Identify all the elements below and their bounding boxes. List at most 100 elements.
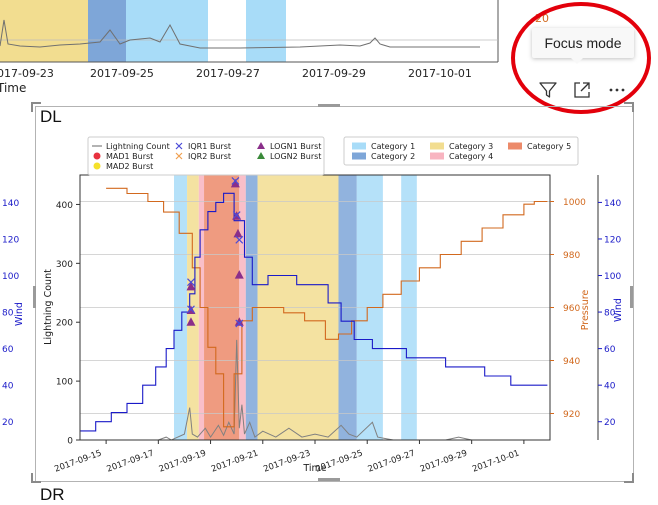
legend-label: Category 4 [449,152,493,161]
top-tick-label: 2017-09-29 [302,67,366,80]
highlight-annotation [511,2,651,114]
legend-swatch [508,142,522,150]
iqr1-burst-marker [235,235,244,244]
filter-icon [539,82,557,98]
x-tick-label: 2017-09-21 [210,448,260,474]
x-tick-label: 2017-09-27 [367,448,417,474]
iqr1-burst-marker [232,211,241,219]
tooltip-arrow [570,57,584,64]
top-chart: 2017-09-23 2017-09-25 2017-09-27 2017-09… [0,0,549,95]
iqr1-burst-marker [231,176,240,185]
top-tick-label: 2017-09-27 [196,67,260,80]
top-band-category3 [0,0,88,62]
wind-line [80,192,548,432]
pressure-tick-label: 1000 [563,198,586,208]
more-options-button[interactable] [605,78,629,102]
logn1-burst-marker [234,270,244,279]
legend-swatch [352,142,366,150]
resize-handle-right[interactable] [630,286,633,308]
more-options-icon [609,88,625,92]
left-wind-tick-label: 100 [2,272,19,282]
pressure-axis-label: Pressure [580,290,591,331]
legend-label: Category 5 [527,142,571,151]
legend-label: LOGN1 Burst [270,142,321,151]
pressure-line [106,187,548,428]
legend-label: IQR1 Burst [188,142,231,151]
wind-tick-label: 140 [604,199,621,209]
y-tick-label: 400 [56,201,73,211]
x-tick-label: 2017-09-17 [106,448,156,474]
legend-marker [175,142,183,150]
left-wind-tick-label: 140 [2,199,19,209]
x-tick-label: 2017-10-01 [471,448,521,474]
top-band-category1b [246,0,286,62]
left-wind-axis-label: Wind [14,302,25,326]
tooltip-text: Focus mode [544,35,622,51]
legend-label: Category 2 [371,152,415,161]
wind-tick-label: 80 [604,309,616,319]
lightning-line [132,339,548,441]
legend-label: LOGN2 Burst [270,152,321,161]
iqr1-burst-marker [187,278,195,287]
top-x-axis-label: Time [0,81,26,95]
y-tick-label: 100 [56,378,73,388]
filter-button[interactable] [536,78,560,102]
main-chart: 0 100 200 300 400 Lightning Count 920 940 960 980… [2,136,624,475]
resize-corner-br[interactable] [624,473,634,483]
wind-tick-label: 100 [604,272,621,282]
resize-handle-bottom[interactable] [318,478,340,481]
legend-label: Category 1 [371,142,415,151]
legend-marker [93,152,101,160]
legend-swatch [430,142,444,150]
x-tick-label: 2017-09-19 [158,448,208,474]
resize-corner-tl[interactable] [31,102,41,112]
y-tick-label: 200 [56,319,73,329]
logn1-burst-marker [186,281,196,291]
top-band-category2 [88,0,126,62]
legend-label: Category 3 [449,142,493,151]
logn1-burst-marker [186,317,196,326]
legend-swatch [352,152,366,160]
legend-label: IQR2 Burst [188,152,231,161]
wind-tick-label: 40 [604,382,616,392]
wind-tick-label: 60 [604,345,616,355]
left-wind-tick-label: 120 [2,235,19,245]
pressure-tick-label: 980 [563,251,580,261]
top-lightning-line [0,19,480,49]
burst-markers [186,176,244,328]
legend-swatch [430,152,444,160]
x-tick-label: 2017-09-15 [53,448,103,474]
top-tick-label: 2017-09-23 [0,67,54,80]
legend-marker [93,162,101,170]
logn1-burst-marker [234,317,244,326]
legend-label: MAD2 Burst [106,162,153,171]
focus-mode-icon [574,82,590,98]
wind-axis-label: Wind [613,298,624,322]
resize-corner-tr[interactable] [624,102,634,112]
resize-handle-top[interactable] [318,104,340,107]
y-tick-label: 300 [56,260,73,270]
next-visual-title: DR [40,485,65,504]
iqr1-burst-marker [187,305,195,314]
legend-marker [175,152,183,160]
focus-mode-button[interactable] [570,78,594,102]
legend-box-left [87,136,325,176]
resize-handle-left[interactable] [33,286,36,308]
legend-label: MAD1 Burst [106,152,153,161]
pressure-tick-label: 920 [563,410,580,420]
focus-mode-tooltip: Focus mode [532,28,634,58]
resize-corner-bl[interactable] [31,473,41,483]
iqr1-burst-marker [235,319,244,328]
logn1-burst-marker [230,178,240,188]
legend-marker [257,142,265,149]
logn1-burst-marker [233,228,243,238]
top-tick-label: 2017-09-25 [90,67,154,80]
legend-label: Lightning Count [106,142,170,151]
top-tick-label: 2017-10-01 [408,67,472,80]
left-wind-tick-label: 40 [2,382,14,392]
wind-tick-label: 20 [604,418,616,428]
x-axis-label: Time [302,463,326,474]
left-wind-tick-label: 20 [2,418,14,428]
left-wind-tick-label: 80 [2,309,14,319]
